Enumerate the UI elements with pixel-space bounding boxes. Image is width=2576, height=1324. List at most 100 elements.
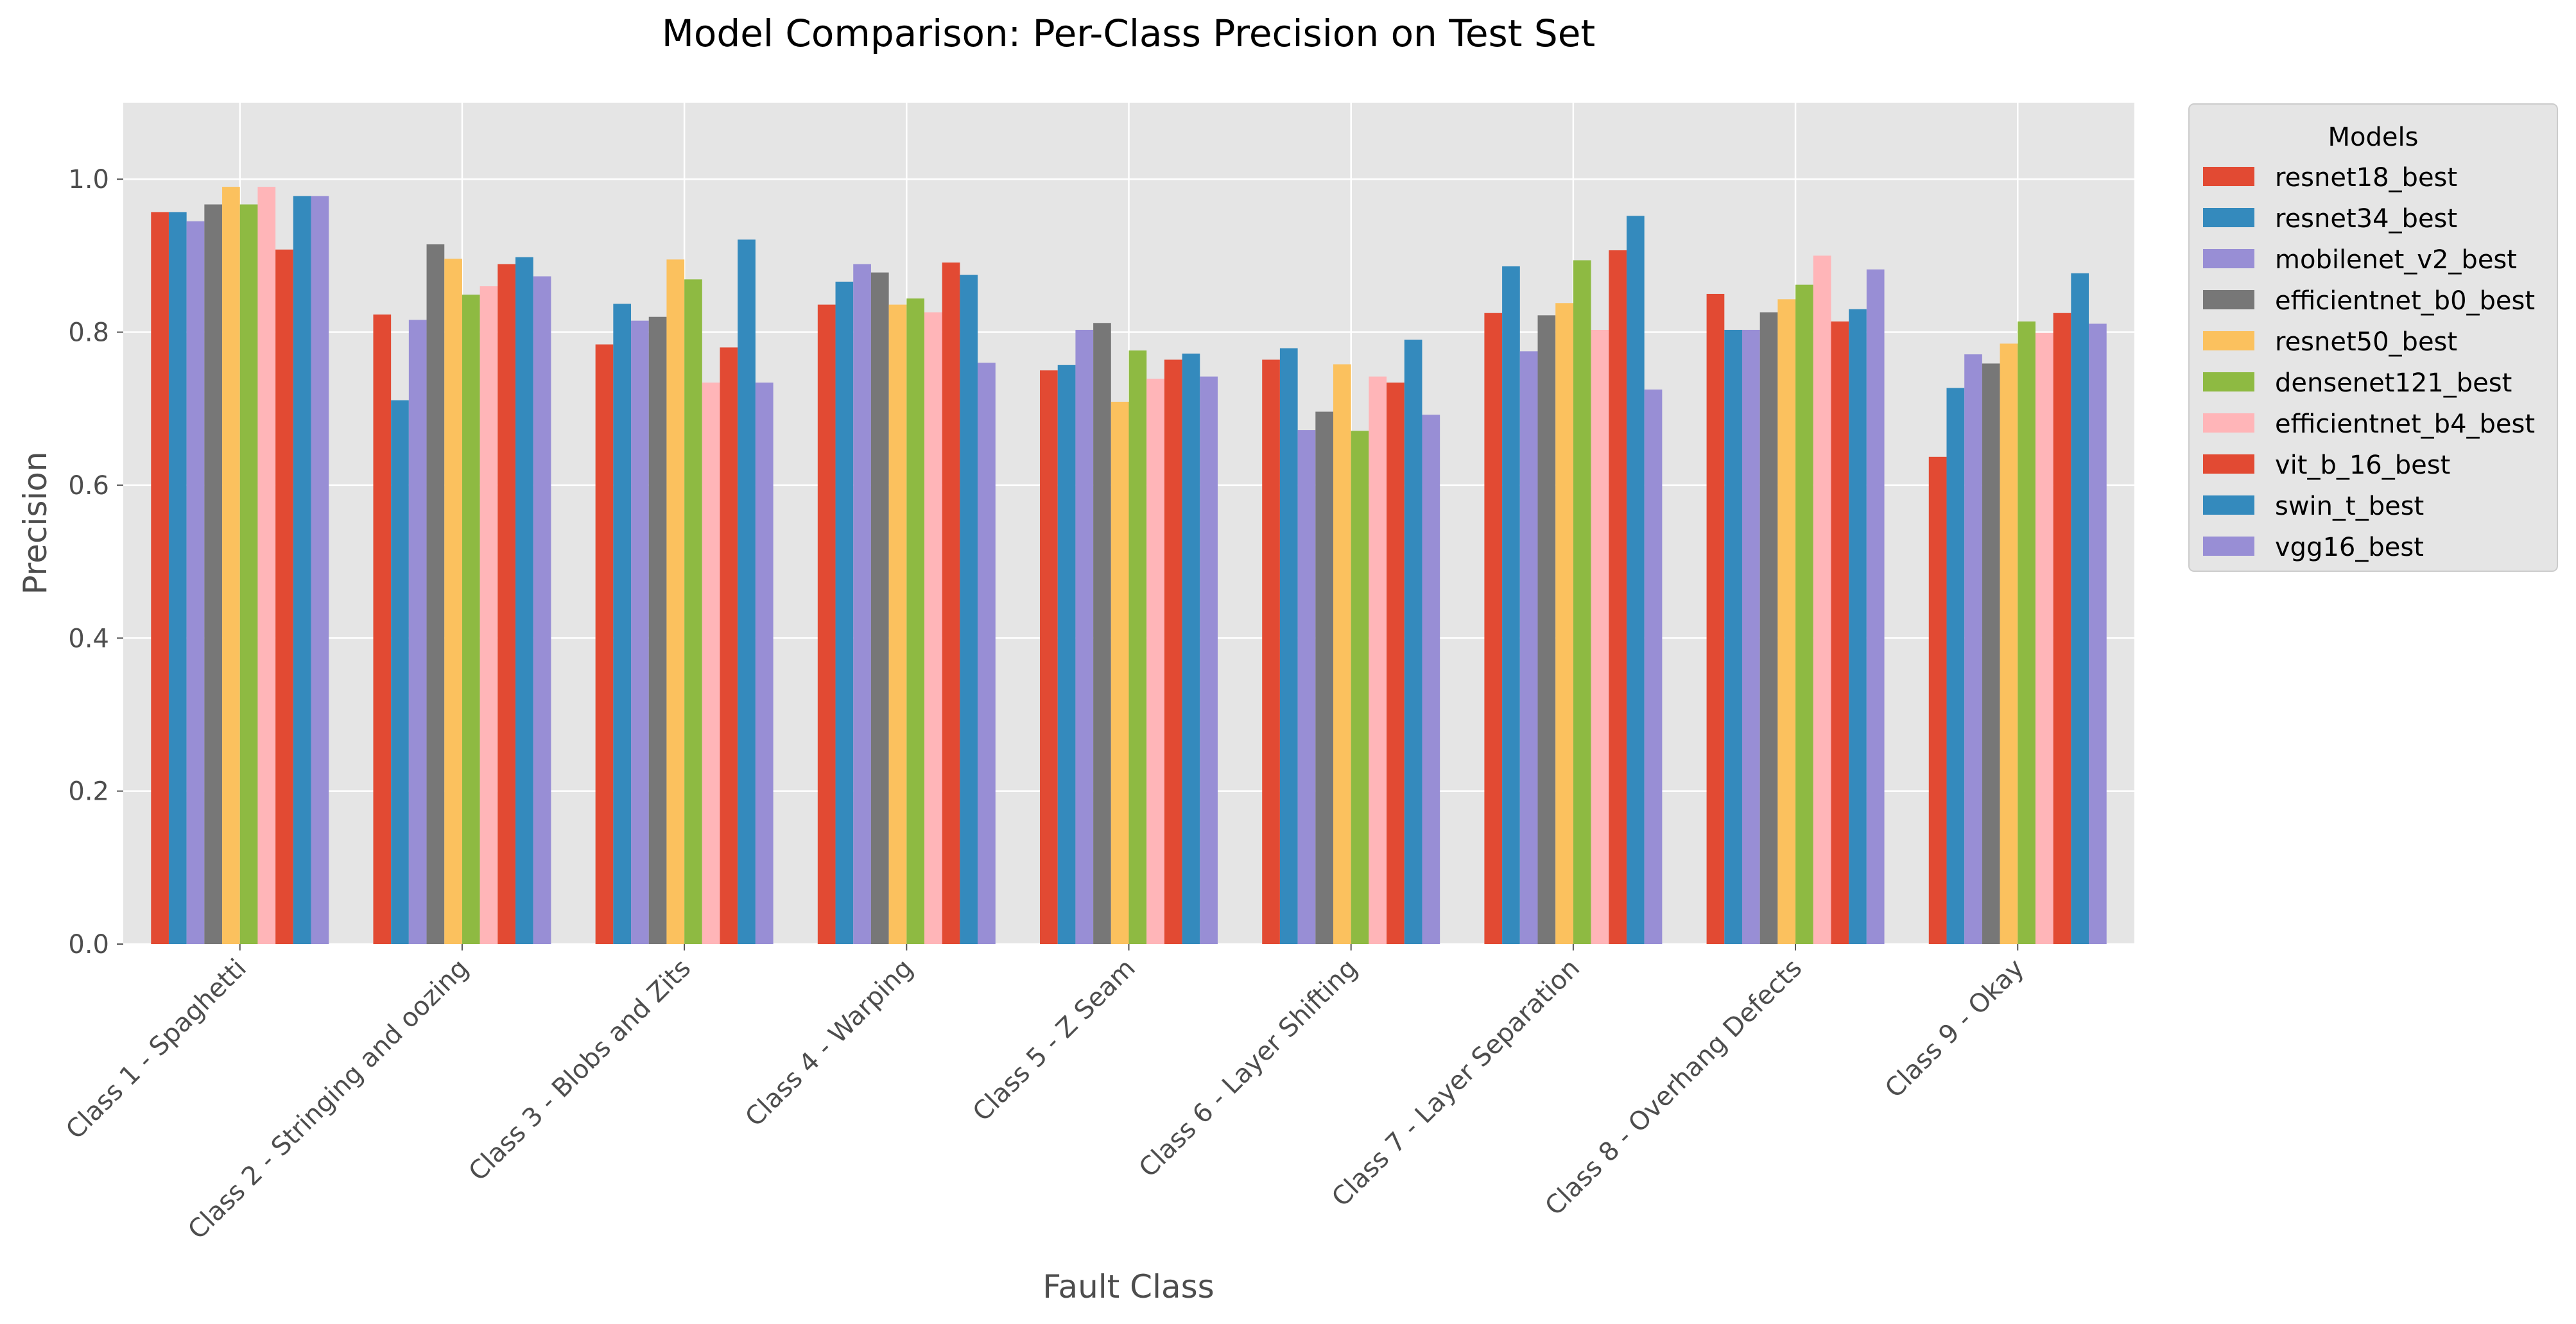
legend-swatch <box>2203 495 2254 515</box>
bar-resnet34_best-class-2 <box>391 400 409 944</box>
bar-efficientnet_b4_best-class-1 <box>257 187 276 945</box>
x-tick-label: Class 9 - Okay <box>1880 954 2030 1104</box>
x-tick-label: Class 4 - Warping <box>739 954 919 1133</box>
bar-swin_t_best-class-2 <box>515 257 533 944</box>
x-axis-label: Fault Class <box>1042 1268 1214 1305</box>
legend-swatch <box>2203 167 2254 186</box>
bar-resnet50_best-class-2 <box>444 259 462 945</box>
bar-densenet121_best-class-7 <box>1573 260 1591 945</box>
bar-vit_b_16_best-class-7 <box>1609 250 1627 945</box>
bar-vit_b_16_best-class-1 <box>275 249 293 944</box>
bar-mobilenet_v2_best-class-1 <box>186 221 205 944</box>
bar-densenet121_best-class-1 <box>239 204 258 944</box>
bar-efficientnet_b4_best-class-8 <box>1813 255 1831 944</box>
bar-resnet34_best-class-1 <box>168 212 187 945</box>
legend-swatch <box>2203 249 2254 268</box>
bar-efficientnet_b4_best-class-5 <box>1146 379 1164 944</box>
bar-resnet18_best-class-6 <box>1262 359 1280 944</box>
bar-vit_b_16_best-class-8 <box>1831 321 1849 944</box>
y-tick-label: 0.8 <box>68 318 109 348</box>
legend-swatch <box>2203 413 2254 433</box>
bar-vit_b_16_best-class-9 <box>2053 313 2071 944</box>
y-tick-label: 0.0 <box>68 930 109 959</box>
bar-resnet18_best-class-5 <box>1040 370 1058 944</box>
bar-vit_b_16_best-class-5 <box>1164 359 1182 944</box>
bar-mobilenet_v2_best-class-2 <box>408 320 427 945</box>
bar-resnet18_best-class-3 <box>595 344 614 944</box>
bar-swin_t_best-class-6 <box>1404 340 1422 944</box>
bar-resnet18_best-class-2 <box>373 314 392 944</box>
x-tick-label: Class 3 - Blobs and Zits <box>463 954 697 1187</box>
bar-efficientnet_b0_best-class-6 <box>1315 411 1333 944</box>
bar-mobilenet_v2_best-class-3 <box>631 320 649 944</box>
bar-densenet121_best-class-5 <box>1128 350 1147 944</box>
bars <box>151 187 2107 945</box>
bar-efficientnet_b0_best-class-5 <box>1093 323 1111 944</box>
legend-label: mobilenet_v2_best <box>2275 245 2517 275</box>
bar-vgg16_best-class-2 <box>533 276 551 944</box>
bar-efficientnet_b4_best-class-4 <box>924 312 942 944</box>
legend-swatch <box>2203 372 2254 391</box>
bar-densenet121_best-class-6 <box>1351 431 1369 944</box>
bar-vit_b_16_best-class-6 <box>1387 383 1405 944</box>
bar-efficientnet_b0_best-class-9 <box>1982 363 2000 944</box>
bar-resnet18_best-class-7 <box>1484 313 1503 944</box>
bar-mobilenet_v2_best-class-7 <box>1519 351 1538 944</box>
bar-resnet34_best-class-7 <box>1502 266 1520 945</box>
bar-vgg16_best-class-9 <box>2089 323 2107 945</box>
bar-vgg16_best-class-4 <box>978 363 996 944</box>
bar-resnet50_best-class-4 <box>888 304 907 944</box>
y-axis-ticks: 0.0 0.2 0.4 0.6 0.8 1.0 <box>68 165 123 959</box>
bar-swin_t_best-class-9 <box>2071 273 2089 945</box>
bar-efficientnet_b0_best-class-3 <box>648 316 667 944</box>
legend-label: vgg16_best <box>2275 533 2424 562</box>
bar-efficientnet_b0_best-class-1 <box>204 204 223 944</box>
legend-items: resnet18_best resnet34_best mobilenet_v2_b… <box>2203 163 2535 562</box>
bar-densenet121_best-class-4 <box>906 298 925 944</box>
bar-resnet34_best-class-9 <box>1946 388 1965 944</box>
legend-swatch <box>2203 454 2254 474</box>
bar-resnet50_best-class-1 <box>222 187 240 945</box>
bar-resnet50_best-class-7 <box>1555 303 1573 945</box>
bar-mobilenet_v2_best-class-6 <box>1297 430 1316 944</box>
bar-resnet34_best-class-4 <box>835 281 854 944</box>
legend-swatch <box>2203 537 2254 556</box>
bar-resnet18_best-class-8 <box>1706 293 1725 944</box>
bar-vgg16_best-class-5 <box>1200 376 1218 944</box>
legend-label: efficientnet_b4_best <box>2275 409 2535 439</box>
bar-efficientnet_b4_best-class-6 <box>1369 376 1387 944</box>
bar-vgg16_best-class-3 <box>755 383 774 944</box>
bar-mobilenet_v2_best-class-9 <box>1964 354 1982 944</box>
x-tick-label: Class 1 - Spaghetti <box>60 954 252 1146</box>
bar-swin_t_best-class-7 <box>1626 216 1645 944</box>
bar-efficientnet_b0_best-class-8 <box>1759 312 1778 944</box>
legend-swatch <box>2203 290 2254 309</box>
bar-mobilenet_v2_best-class-5 <box>1075 329 1094 944</box>
bar-vgg16_best-class-7 <box>1644 389 1663 944</box>
bar-efficientnet_b4_best-class-3 <box>702 383 720 944</box>
legend-title: Models <box>2328 123 2419 152</box>
y-tick-label: 0.4 <box>68 624 109 653</box>
bar-resnet18_best-class-1 <box>151 212 169 945</box>
bar-resnet50_best-class-6 <box>1333 364 1351 944</box>
bar-swin_t_best-class-8 <box>1849 309 1867 945</box>
bar-efficientnet_b4_best-class-2 <box>480 286 498 944</box>
bar-efficientnet_b4_best-class-7 <box>1591 329 1609 944</box>
bar-vgg16_best-class-8 <box>1866 269 1885 944</box>
bar-vit_b_16_best-class-4 <box>942 262 960 945</box>
legend: Models resnet18_best resnet34_bestmobilen… <box>2188 103 2558 572</box>
legend-label: efficientnet_b0_best <box>2275 286 2535 316</box>
bar-resnet50_best-class-8 <box>1777 299 1796 945</box>
bar-swin_t_best-class-1 <box>293 196 311 944</box>
bar-resnet50_best-class-3 <box>666 259 685 944</box>
bar-resnet34_best-class-3 <box>613 304 632 944</box>
chart-title: Model Comparison: Per-Class Precision on… <box>662 12 1595 55</box>
legend-label: swin_t_best <box>2275 492 2424 521</box>
bar-efficientnet_b0_best-class-7 <box>1537 315 1556 944</box>
bar-vgg16_best-class-6 <box>1422 415 1440 944</box>
bar-swin_t_best-class-4 <box>960 275 978 945</box>
legend-swatch <box>2203 331 2254 350</box>
bar-mobilenet_v2_best-class-8 <box>1742 329 1760 944</box>
x-tick-label: Class 5 - Z Seam <box>967 954 1141 1128</box>
bar-vit_b_16_best-class-3 <box>720 347 738 944</box>
